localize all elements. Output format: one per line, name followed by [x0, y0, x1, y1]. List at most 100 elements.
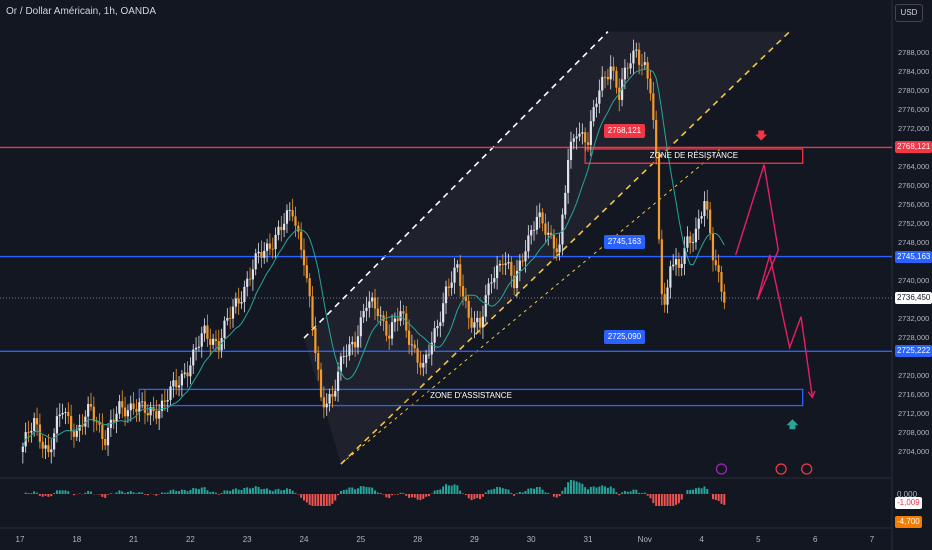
candle-body [371, 297, 374, 302]
candle-body [155, 411, 158, 419]
macd-bar [410, 494, 413, 498]
macd-bar [27, 493, 30, 494]
macd-bar [55, 490, 58, 494]
candle-body [677, 259, 680, 268]
candle-body [229, 317, 232, 319]
candle-body [632, 50, 635, 64]
macd-bar [496, 486, 499, 494]
macd-bar [161, 492, 163, 494]
candle-body [396, 318, 399, 321]
macd-bar [121, 491, 124, 494]
macd-bar [30, 493, 33, 494]
x-tick-label: 7 [869, 535, 875, 544]
candle-body [419, 362, 422, 368]
candle-body [532, 229, 536, 231]
macd-bar [516, 493, 518, 494]
candle-body [288, 210, 291, 211]
candle-body [33, 418, 36, 431]
candle-body [345, 355, 348, 357]
candle-body [240, 302, 243, 304]
candle-body [402, 311, 405, 314]
candle-body [342, 356, 345, 357]
macd-bar [510, 492, 513, 494]
candle-body [459, 264, 462, 287]
macd-bar [192, 487, 195, 494]
macd-bar [541, 489, 544, 494]
macd-bar [331, 494, 334, 504]
macd-bar [169, 490, 172, 494]
x-tick-label: 24 [299, 535, 309, 544]
macd-bar [376, 492, 379, 494]
candle-body [223, 320, 226, 338]
candle-body [669, 266, 672, 288]
macd-bar [703, 486, 706, 494]
macd-bar [101, 494, 104, 497]
macd-bar [473, 494, 476, 500]
macd-bar [638, 492, 641, 494]
candle-body [138, 402, 141, 412]
candle-body [35, 418, 39, 425]
projection-arrowhead [807, 390, 816, 399]
macd-bar [64, 490, 67, 494]
macd-bar [58, 490, 61, 494]
macd-bar [90, 491, 92, 494]
candle-body [305, 265, 308, 279]
candle-body [234, 298, 237, 307]
candle-body [166, 400, 169, 402]
candle-body [467, 301, 470, 318]
candle-body [552, 235, 556, 249]
macd-bar [50, 494, 53, 497]
candle-body [217, 341, 220, 351]
macd-bar [348, 487, 351, 494]
candle-body [476, 317, 479, 323]
candle-body [598, 90, 601, 104]
x-tick-label: 4 [699, 535, 704, 544]
macd-bar [212, 491, 215, 494]
candle-body [723, 291, 726, 303]
candle-body [413, 344, 416, 349]
macd-bar [314, 494, 317, 506]
candle-body [121, 401, 124, 408]
candle-body [660, 239, 663, 295]
candle-body [368, 301, 371, 308]
x-tick-label: 29 [469, 535, 479, 544]
candle-body [379, 315, 382, 317]
candle-body [442, 303, 445, 323]
candle-body [686, 236, 689, 248]
y-tick-label: 2712,000 [898, 409, 930, 419]
candle-body [177, 385, 181, 388]
macd-bar [513, 494, 516, 496]
macd-bar [328, 494, 331, 506]
macd-bar [251, 487, 254, 494]
macd-bar [126, 491, 129, 494]
candle-body [620, 79, 624, 100]
candle-body [385, 320, 388, 336]
currency-button[interactable]: USD [895, 4, 923, 22]
candle-body [50, 449, 53, 453]
macd-bar [337, 494, 340, 496]
resistance-zone-label: ZONE DE RÉSISTANCE [649, 150, 739, 160]
candle-body [487, 283, 490, 296]
macd-bar [450, 485, 453, 494]
candle-body [595, 103, 598, 108]
candle-body [172, 380, 175, 387]
candle-body [67, 412, 70, 417]
candle-body [657, 153, 661, 240]
macd-bar [399, 492, 402, 494]
candle-body [200, 333, 203, 347]
candle-body [530, 229, 533, 236]
macd-bar [109, 493, 112, 494]
candle-body [317, 353, 320, 370]
candle-body [390, 322, 394, 339]
candle-body [609, 66, 612, 80]
candle-body [246, 278, 249, 287]
macd-bar [427, 494, 430, 497]
macd-bar [280, 490, 283, 494]
macd-bar [197, 489, 200, 494]
candle-body [101, 424, 104, 439]
candle-body [109, 419, 112, 428]
macd-bar [464, 494, 467, 495]
y-tick-label: 2748,000 [898, 238, 930, 248]
candle-body [538, 212, 541, 217]
